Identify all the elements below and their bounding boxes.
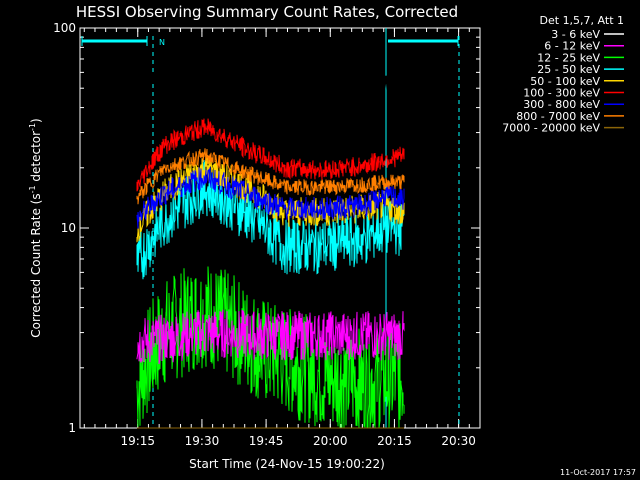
series-line bbox=[136, 148, 405, 205]
series-line bbox=[136, 71, 405, 94]
night-marker: N bbox=[159, 38, 165, 47]
legend-label: 12 - 25 keV bbox=[537, 51, 600, 64]
legend-label: 3 - 6 keV bbox=[551, 28, 600, 41]
footer-date: 11-Oct-2017 17:57 bbox=[560, 468, 636, 477]
y-tick-label: 100 bbox=[53, 21, 76, 35]
x-tick-label: 19:30 bbox=[185, 434, 220, 448]
legend-label: 6 - 12 keV bbox=[544, 40, 600, 53]
legend-label: 50 - 100 keV bbox=[530, 75, 600, 88]
chart-title: HESSI Observing Summary Count Rates, Cor… bbox=[76, 3, 458, 21]
y-axis-label-mid: detector bbox=[29, 131, 43, 186]
x-tick-label: 19:15 bbox=[120, 434, 155, 448]
y-tick-label: 1 bbox=[68, 421, 76, 435]
y-axis-label-end: ) bbox=[29, 118, 43, 123]
x-tick-label: 20:30 bbox=[441, 434, 476, 448]
y-axis-label-main: Corrected Count Rate (s bbox=[29, 193, 43, 337]
y-axis-label-sup2: -1 bbox=[28, 123, 37, 131]
legend-label: 300 - 800 keV bbox=[523, 98, 600, 111]
series-line bbox=[136, 118, 405, 192]
series-line bbox=[136, 167, 405, 229]
series-line bbox=[136, 266, 405, 429]
legend-label: 7000 - 20000 keV bbox=[502, 122, 600, 135]
y-axis-label-sup1: -1 bbox=[28, 185, 37, 193]
legend-label: 100 - 300 keV bbox=[523, 87, 600, 100]
plot-area: 1 10 100 19:15 19:30 19:45 20:00 20:15 20:30 N bbox=[53, 21, 481, 448]
legend-label: 800 - 7000 keV bbox=[516, 110, 600, 123]
x-tick-label: 20:00 bbox=[313, 434, 348, 448]
y-tick-label: 10 bbox=[61, 221, 76, 235]
legend-header: Det 1,5,7, Att 1 bbox=[540, 14, 624, 27]
series-line bbox=[136, 309, 405, 365]
x-tick-label: 19:45 bbox=[249, 434, 284, 448]
y-axis-label: Corrected Count Rate (s-1 detector-1) bbox=[28, 118, 43, 337]
legend-label: 25 - 50 keV bbox=[537, 63, 600, 76]
series-line bbox=[136, 159, 405, 280]
x-axis-label: Start Time (24-Nov-15 19:00:22) bbox=[189, 457, 385, 471]
x-tick-label: 20:15 bbox=[377, 434, 412, 448]
